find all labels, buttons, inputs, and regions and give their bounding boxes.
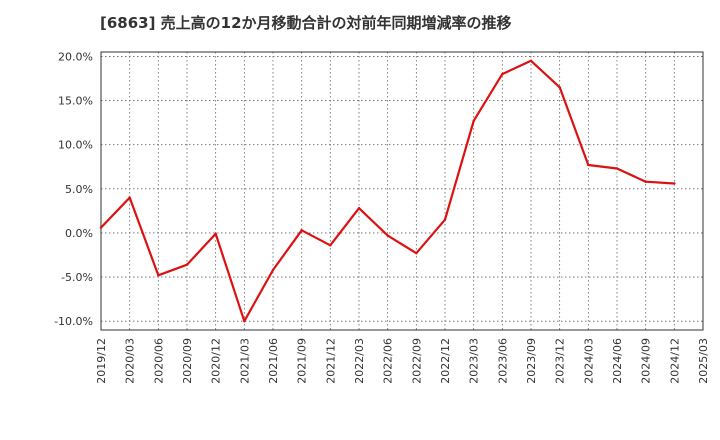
data-point <box>529 59 533 63</box>
data-point <box>673 182 676 185</box>
x-tick-label: 2024/09 <box>640 338 653 384</box>
x-tick-label: 2023/06 <box>496 338 509 384</box>
x-tick-label: 2021/12 <box>324 338 337 384</box>
data-point <box>386 234 389 237</box>
y-tick-label: 0.0% <box>65 227 93 240</box>
y-tick-label: -10.0% <box>54 315 93 328</box>
data-point <box>157 274 160 277</box>
x-tick-label: 2020/09 <box>181 338 194 384</box>
x-tick-label: 2022/09 <box>410 338 423 384</box>
y-tick-label: 10.0% <box>58 139 93 152</box>
plot-area <box>101 52 703 330</box>
data-point <box>128 196 131 199</box>
data-point <box>300 229 303 232</box>
data-point <box>357 207 361 210</box>
y-tick-label: 5.0% <box>65 183 93 196</box>
data-point <box>443 218 447 221</box>
x-tick-label: 2024/03 <box>582 338 595 384</box>
data-point <box>271 268 275 272</box>
x-tick-label: 2021/03 <box>238 338 251 384</box>
x-tick-label: 2023/12 <box>554 338 567 384</box>
x-tick-label: 2020/06 <box>152 338 165 384</box>
data-point <box>587 163 590 167</box>
data-point <box>558 86 561 89</box>
data-point <box>185 263 189 266</box>
x-tick-label: 2024/12 <box>668 338 681 384</box>
x-tick-label: 2022/12 <box>439 338 452 384</box>
x-tick-label: 2024/06 <box>611 338 624 384</box>
x-tick-label: 2021/06 <box>267 338 280 384</box>
plot-frame <box>100 51 704 331</box>
data-point <box>415 252 418 255</box>
data-point <box>214 232 217 236</box>
data-point <box>615 167 619 170</box>
y-tick-label: 15.0% <box>58 95 93 108</box>
x-tick-label: 2023/09 <box>525 338 538 384</box>
x-tick-label: 2022/06 <box>382 338 395 384</box>
data-point <box>329 244 332 247</box>
chart-title: [6863] 売上高の12か月移動合計の対前年同期増減率の推移 <box>100 14 512 32</box>
data-point <box>99 226 103 229</box>
y-tick-label: 20.0% <box>58 50 93 63</box>
x-tick-label: 2020/03 <box>124 338 137 384</box>
x-tick-label: 2023/03 <box>468 338 481 384</box>
data-point <box>644 180 647 183</box>
x-tick-label: 2020/12 <box>210 338 223 384</box>
x-tick-label: 2025/03 <box>697 338 710 384</box>
x-tick-label: 2022/03 <box>353 338 366 384</box>
data-point <box>243 319 246 323</box>
x-tick-label: 2019/12 <box>95 338 108 384</box>
data-point <box>501 72 504 76</box>
y-tick-label: -5.0% <box>61 271 93 284</box>
data-point <box>472 119 475 123</box>
x-tick-label: 2021/09 <box>296 338 309 384</box>
